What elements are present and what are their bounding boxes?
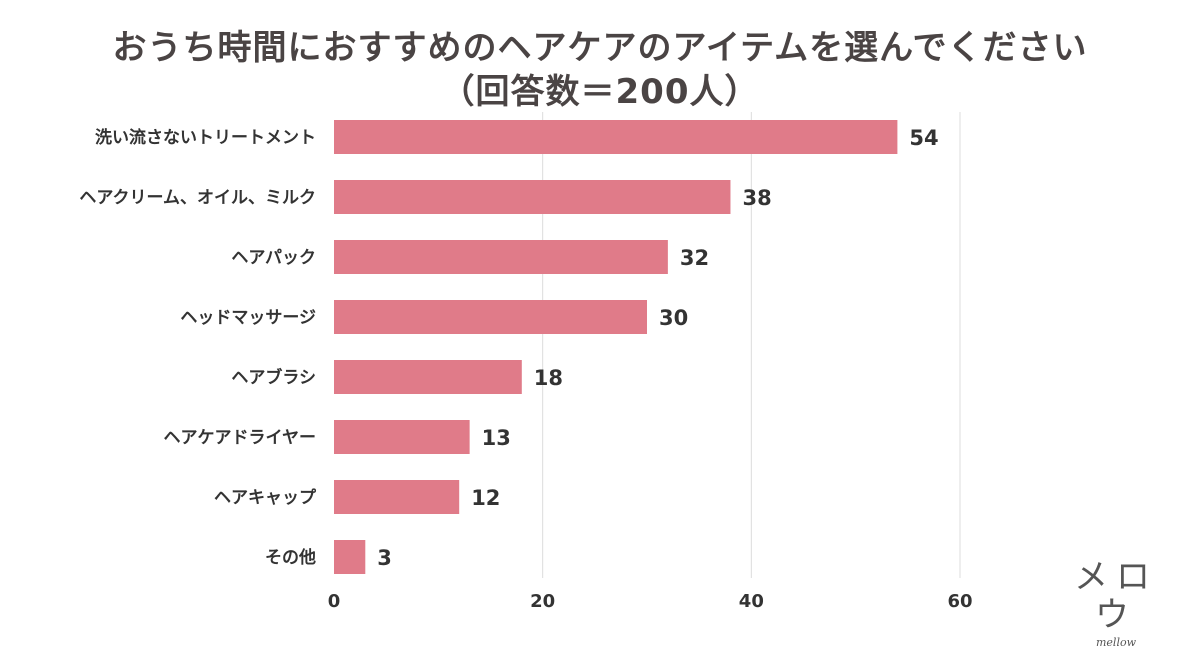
category-labels: 洗い流さないトリートメントヘアクリーム、オイル、ミルクヘアパックヘッドマッサージ… [79,127,317,568]
chart-subtitle: （回答数＝200人） [440,72,760,112]
bar [334,420,470,454]
value-labels: 54 38 32 30 18 13 12 3 [377,126,938,570]
value-label: 12 [471,486,500,510]
value-label: 30 [659,306,688,330]
value-label: 38 [742,186,771,210]
bar [334,240,668,274]
bar [334,480,460,514]
category-label: ヘアクリーム、オイル、ミルク [79,188,316,208]
x-tick-label: 40 [739,591,764,612]
value-label: 18 [534,366,563,390]
category-label: ヘアケアドライヤー [164,428,317,448]
value-label: 54 [909,126,938,150]
category-label: ヘアブラシ [231,367,316,388]
mellow-logo: メロウ mellow [1056,558,1176,649]
logo-text-en: mellow [1095,636,1136,649]
category-label: 洗い流さないトリートメント [95,127,316,148]
category-label: ヘッドマッサージ [180,308,316,328]
bar [334,360,522,394]
bar [334,120,898,154]
bar [334,540,366,574]
bar [334,300,647,334]
bar-chart: 洗い流さないトリートメントヘアクリーム、オイル、ミルクヘアパックヘッドマッサージ… [79,112,973,612]
value-label: 13 [482,426,511,450]
category-label: その他 [265,547,316,568]
value-label: 32 [680,246,709,270]
chart-title: おうち時間におすすめのヘアケアのアイテムを選んでください [112,28,1088,68]
bars [334,120,898,574]
x-tick-label: 20 [530,591,555,612]
value-label: 3 [377,546,392,570]
x-tick-labels: 0 20 40 60 [328,591,973,612]
x-tick-label: 0 [328,591,341,612]
category-label: ヘアパック [231,248,316,268]
logo-text-jp: メロウ [1074,557,1158,635]
bar [334,180,731,214]
x-tick-label: 60 [947,591,972,612]
category-label: ヘアキャップ [214,487,317,508]
